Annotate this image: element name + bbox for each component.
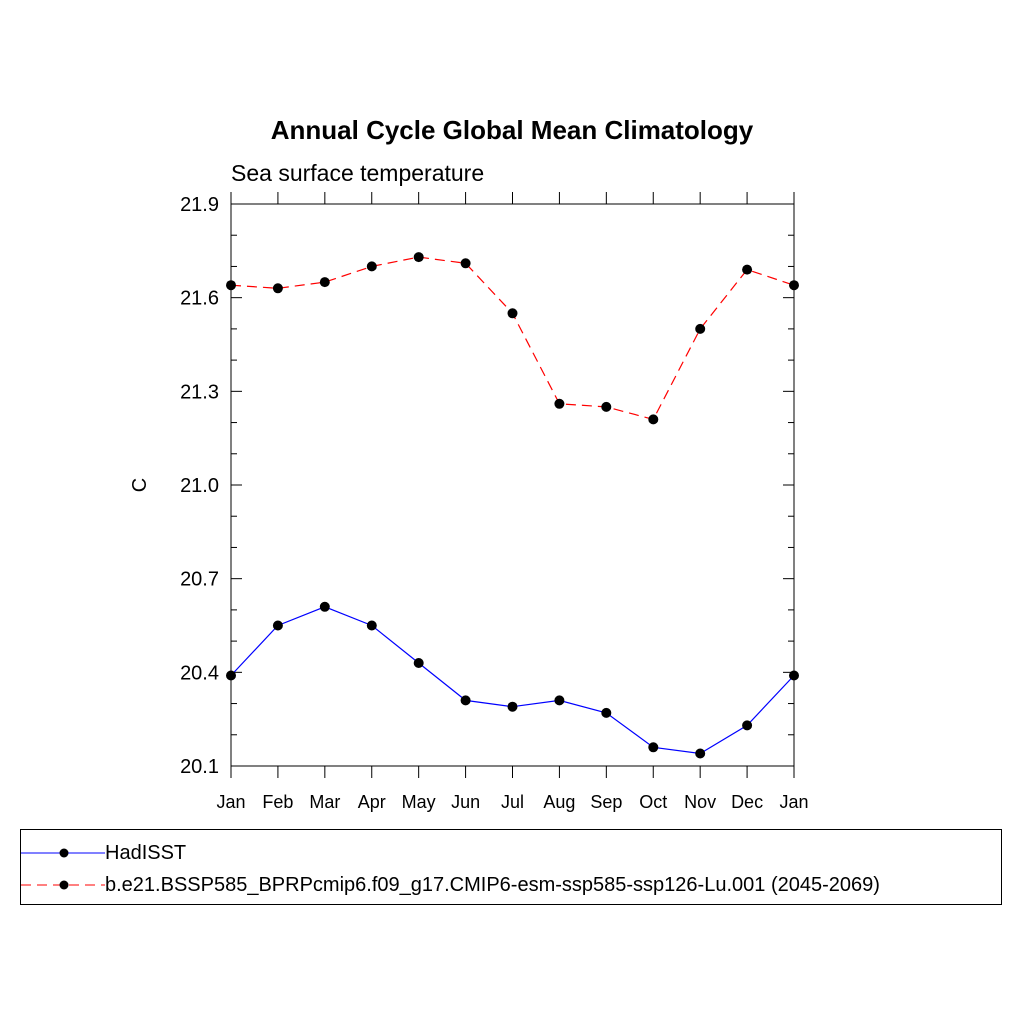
legend-swatch-hadisst (21, 848, 105, 858)
data-point (742, 720, 753, 731)
x-tick-label: May (402, 792, 436, 812)
data-point (601, 401, 612, 412)
legend: HadISST b.e21.BSSP585_BPRPcmip6.f09_g17.… (20, 829, 1002, 905)
series-lines (230, 256, 795, 755)
x-tick-label: Sep (590, 792, 622, 812)
series-line-1 (230, 256, 795, 421)
data-point (366, 261, 377, 272)
chart-title: Annual Cycle Global Mean Climatology (271, 115, 754, 145)
x-tick-label: Dec (731, 792, 763, 812)
data-point (601, 707, 612, 718)
data-point (413, 658, 424, 668)
legend-label-model: b.e21.BSSP585_BPRPcmip6.f09_g17.CMIP6-es… (105, 874, 880, 896)
data-point (319, 601, 330, 612)
data-point (507, 701, 518, 712)
data-point (319, 277, 330, 288)
x-tick-label: Mar (309, 792, 340, 812)
x-tick-label: Nov (684, 792, 716, 812)
y-tick-label: 20.7 (180, 569, 219, 591)
series-points (226, 252, 799, 759)
legend-item-model: b.e21.BSSP585_BPRPcmip6.f09_g17.CMIP6-es… (21, 871, 1001, 899)
data-point (507, 308, 518, 319)
data-point (789, 280, 799, 291)
data-point (226, 280, 236, 291)
legend-swatch-model (21, 880, 105, 890)
data-point (226, 670, 236, 681)
data-point (413, 252, 424, 263)
y-tick-label: 20.1 (180, 756, 219, 778)
data-point (789, 670, 799, 681)
x-tick-label: Oct (639, 792, 667, 812)
x-tick-label: Feb (262, 792, 293, 812)
y-tick-label: 21.6 (180, 288, 219, 310)
data-point (460, 695, 471, 706)
x-tick-label: Aug (543, 792, 575, 812)
data-point (272, 283, 283, 294)
legend-label-hadisst: HadISST (105, 842, 187, 864)
legend-item-hadisst: HadISST (21, 839, 1001, 867)
x-tick-label: Jan (779, 792, 808, 812)
y-axis-label: C (129, 478, 151, 492)
data-point (742, 264, 753, 275)
data-point (695, 323, 706, 334)
axis-ticks (230, 192, 795, 778)
y-tick-labels: 20.1 20.4 20.7 21.0 21.3 21.6 21.9 (180, 194, 219, 778)
x-tick-labels: Jan Feb Mar Apr May Jun Jul Aug Sep Oct Nov Dec Jan (216, 792, 808, 812)
series-line-0 (230, 606, 795, 755)
data-point (648, 742, 659, 753)
data-point (648, 414, 659, 425)
y-tick-label: 21.0 (180, 475, 219, 497)
data-point (366, 620, 377, 631)
y-tick-label: 21.9 (180, 194, 219, 216)
x-tick-label: Jun (451, 792, 480, 812)
data-point (460, 258, 471, 269)
data-point (272, 620, 283, 631)
plot-frame (230, 203, 795, 767)
x-tick-label: Jul (501, 792, 524, 812)
y-tick-label: 21.3 (180, 381, 219, 403)
data-point (695, 748, 706, 759)
chart-subtitle: Sea surface temperature (231, 160, 484, 186)
y-tick-label: 20.4 (180, 662, 219, 684)
x-tick-label: Apr (358, 792, 386, 812)
x-tick-label: Jan (216, 792, 245, 812)
data-point (554, 695, 565, 706)
data-point (554, 398, 565, 409)
